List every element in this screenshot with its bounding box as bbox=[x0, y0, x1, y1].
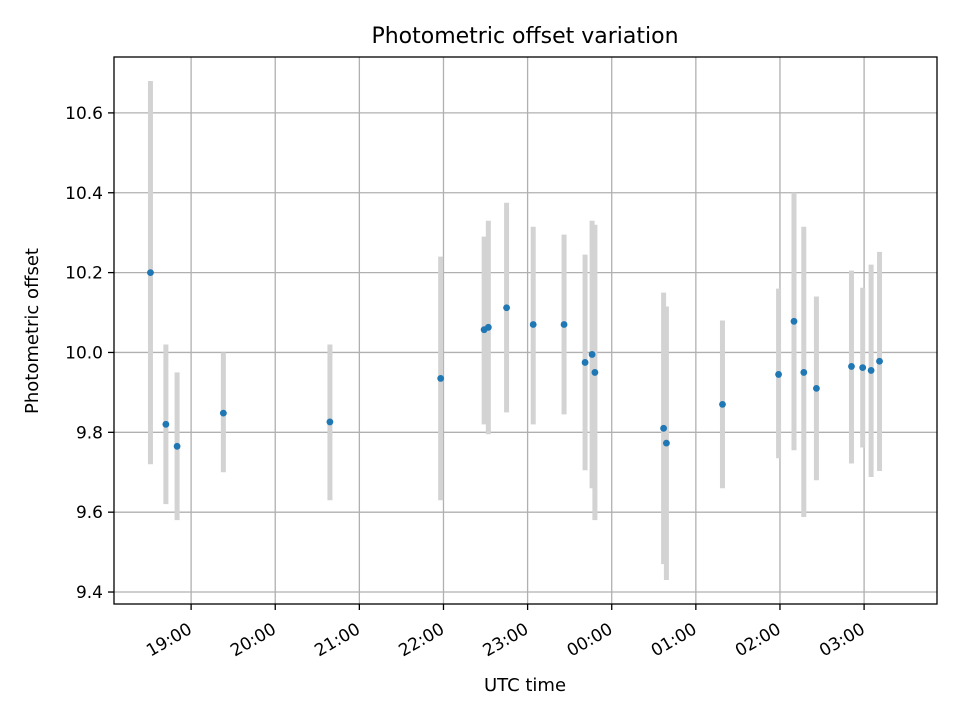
y-tick-label: 10.2 bbox=[65, 264, 103, 284]
data-point bbox=[813, 384, 820, 392]
x-tick-label: 19:00 bbox=[143, 619, 195, 661]
y-tick-label: 10.4 bbox=[65, 184, 103, 204]
data-point bbox=[581, 359, 589, 366]
data-points bbox=[147, 269, 883, 450]
data-point bbox=[503, 304, 510, 312]
y-axis-label: Photometric offset bbox=[22, 248, 43, 414]
data-point bbox=[876, 357, 883, 365]
data-point bbox=[162, 420, 170, 428]
data-point bbox=[663, 439, 670, 447]
data-point bbox=[859, 364, 867, 372]
data-point bbox=[219, 409, 227, 417]
data-point bbox=[588, 351, 596, 358]
data-point bbox=[867, 367, 875, 374]
chart-title: Photometric offset variation bbox=[371, 24, 678, 49]
x-tick-label: 20:00 bbox=[227, 619, 279, 661]
grid bbox=[114, 57, 937, 604]
data-point bbox=[800, 369, 808, 376]
data-point bbox=[775, 371, 782, 378]
data-point bbox=[173, 442, 181, 450]
x-tick-label: 01:00 bbox=[648, 619, 700, 661]
data-point bbox=[147, 269, 154, 277]
x-tick-label: 02:00 bbox=[732, 619, 784, 661]
data-point bbox=[591, 369, 599, 376]
y-tick-label: 10.0 bbox=[65, 343, 103, 363]
x-tick-label: 21:00 bbox=[311, 619, 363, 661]
y-axis-ticks: 9.4 9.6 9.8 10.0 10.2 10.4 10.6 bbox=[65, 104, 114, 603]
y-tick-label: 10.6 bbox=[65, 104, 103, 124]
x-axis-label: UTC time bbox=[484, 675, 566, 696]
data-point bbox=[326, 418, 334, 426]
data-point bbox=[560, 321, 568, 328]
x-tick-label: 22:00 bbox=[396, 619, 448, 661]
data-point bbox=[719, 400, 726, 408]
error-bars bbox=[147, 80, 883, 581]
y-tick-label: 9.8 bbox=[76, 423, 103, 443]
x-tick-label: 03:00 bbox=[816, 619, 868, 661]
x-axis-ticks: 19:00 20:00 21:00 22:00 23:00 00:00 01:00 02:00… bbox=[143, 604, 869, 661]
data-point bbox=[529, 321, 537, 328]
data-point bbox=[484, 323, 492, 331]
x-tick-label: 23:00 bbox=[480, 619, 532, 661]
data-point bbox=[437, 375, 445, 382]
x-tick-label: 00:00 bbox=[564, 619, 616, 661]
plot-frame bbox=[113, 56, 938, 605]
data-point bbox=[660, 424, 668, 432]
data-point bbox=[790, 317, 798, 325]
data-point bbox=[848, 363, 855, 370]
y-tick-label: 9.6 bbox=[76, 503, 103, 523]
y-tick-label: 9.4 bbox=[76, 583, 103, 603]
